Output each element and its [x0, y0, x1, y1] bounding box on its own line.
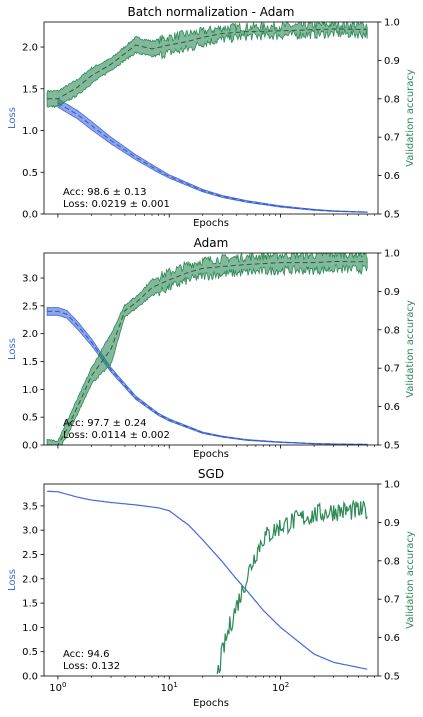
y2-tick-label: 0.9	[384, 56, 400, 67]
axes-frame	[43, 21, 379, 215]
y2-tick-label: 1.0	[384, 18, 400, 29]
plot-area	[46, 253, 368, 445]
axes-frame	[43, 483, 379, 677]
chart-title: SGD	[198, 467, 224, 481]
y2-tick-label: 0.8	[384, 556, 400, 567]
y-tick-label: 1.5	[22, 84, 38, 95]
chart-panel-2: 0.0 0.5 1.0 1.5 2.0 2.5 3.0 3.5 0.5 0.6 0.7 0.8 0.9 1…	[7, 467, 416, 709]
y-tick-label: 0.0	[22, 441, 38, 452]
y-axis-label: Loss	[7, 107, 18, 129]
y-tick-label: 0.0	[22, 672, 38, 683]
stats-annotation: Acc: 98.6 ± 0.13	[63, 187, 146, 198]
y-tick-label: 1.0	[22, 126, 38, 137]
y-tick-label: 3.0	[22, 274, 38, 285]
y-axis-label: Loss	[7, 569, 18, 591]
y2-axis-label: Validation accuracy	[405, 531, 416, 629]
y2-tick-label: 1.0	[384, 480, 400, 491]
chart-title: Adam	[194, 236, 229, 250]
stats-annotation: Loss: 0.132	[63, 661, 120, 672]
y-tick-label: 0.5	[22, 413, 38, 424]
chart-panel-0: 0.0 0.5 1.0 1.5 2.0 0.5 0.6 0.7 0.8 0.9 1.0 Batch n…	[7, 5, 416, 229]
y-tick-label: 1.5	[22, 357, 38, 368]
y-tick-label: 0.5	[22, 647, 38, 658]
y2-tick-label: 0.7	[384, 133, 400, 144]
x-axis-label: Epochs	[193, 449, 229, 460]
y-tick-label: 1.0	[22, 623, 38, 634]
y-tick-label: 2.5	[22, 550, 38, 561]
loss-series-band	[57, 98, 368, 213]
y2-tick-label: 1.0	[384, 249, 400, 260]
y2-tick-label: 0.6	[384, 633, 400, 644]
y-tick-label: 3.0	[22, 526, 38, 537]
y-tick-label: 1.5	[22, 599, 38, 610]
y-axis-label: Loss	[7, 338, 18, 360]
y2-axis-label: Validation accuracy	[405, 300, 416, 398]
accuracy-series-line	[216, 498, 368, 675]
y-tick-label: 0.0	[22, 210, 38, 221]
x-tick-label: 101	[161, 681, 178, 694]
plot-area	[47, 490, 368, 676]
x-tick-label: 102	[272, 681, 289, 694]
y-tick-label: 2.0	[22, 43, 38, 54]
y2-tick-label: 0.9	[384, 518, 400, 529]
y2-tick-label: 0.7	[384, 595, 400, 606]
x-tick-label: 100	[49, 681, 66, 694]
y2-tick-label: 0.6	[384, 402, 400, 413]
y2-tick-label: 0.9	[384, 287, 400, 298]
chart-panel-1: 0.0 0.5 1.0 1.5 2.0 2.5 3.0 0.5 0.6 0.7 0.8 0.9 1.0 A…	[7, 236, 416, 460]
chart-title: Batch normalization - Adam	[128, 5, 295, 19]
loss-series-mean-line	[47, 310, 368, 445]
stats-annotation: Loss: 0.0114 ± 0.002	[63, 430, 170, 441]
accuracy-series-mean-line	[47, 260, 368, 445]
y2-tick-label: 0.5	[384, 441, 400, 452]
y2-tick-label: 0.8	[384, 325, 400, 336]
y-tick-label: 2.0	[22, 574, 38, 585]
y-tick-label: 2.5	[22, 301, 38, 312]
y2-axis-label: Validation accuracy	[405, 69, 416, 167]
y2-tick-label: 0.7	[384, 364, 400, 375]
y2-tick-label: 0.5	[384, 672, 400, 683]
y-tick-label: 3.5	[22, 501, 38, 512]
y2-tick-label: 0.5	[384, 210, 400, 221]
accuracy-series-band	[46, 22, 368, 109]
x-axis-label: Epochs	[193, 698, 229, 709]
x-axis-label: Epochs	[193, 218, 229, 229]
axes-frame	[43, 252, 379, 446]
y-tick-label: 2.0	[22, 329, 38, 340]
loss-series-mean-line	[57, 102, 368, 213]
stats-annotation: Acc: 97.7 ± 0.24	[63, 418, 146, 429]
y2-tick-label: 0.6	[384, 171, 400, 182]
y-tick-label: 1.0	[22, 385, 38, 396]
y-tick-label: 0.5	[22, 168, 38, 179]
loss-series-line	[47, 490, 368, 670]
accuracy-series-mean-line	[47, 28, 368, 100]
y2-tick-label: 0.8	[384, 94, 400, 105]
stats-annotation: Acc: 94.6	[63, 649, 109, 660]
stats-annotation: Loss: 0.0219 ± 0.001	[63, 199, 170, 210]
plot-area	[46, 22, 368, 213]
